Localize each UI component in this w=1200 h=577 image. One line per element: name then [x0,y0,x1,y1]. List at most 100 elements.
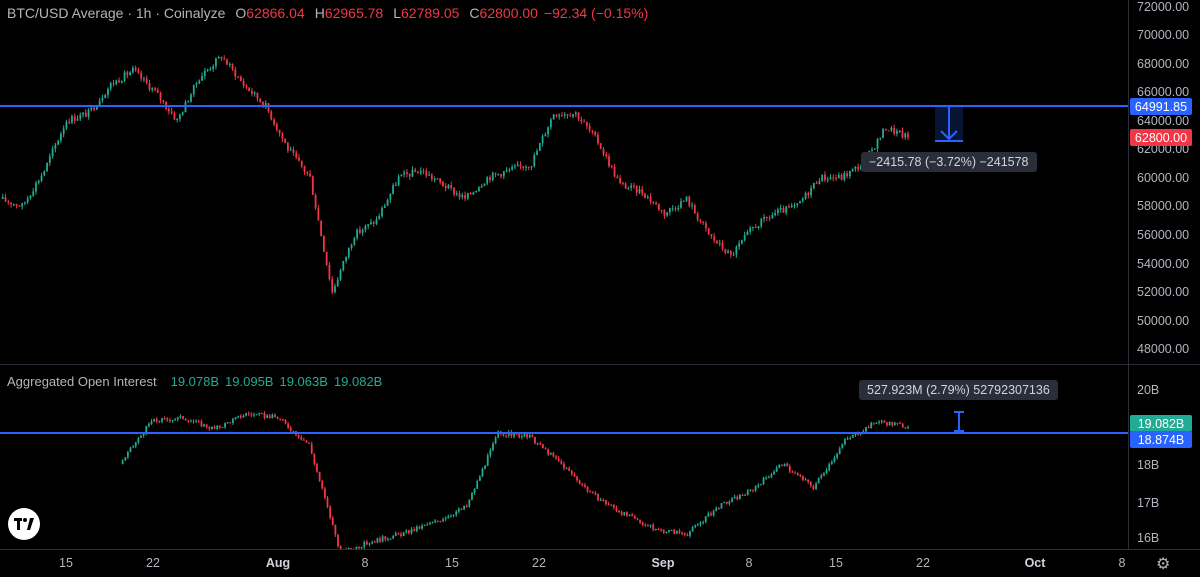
candle-body [167,108,170,112]
candle-body [187,101,190,103]
candle-body [492,443,494,451]
candle-body [767,477,770,479]
candle-body [364,225,367,231]
candle-body [557,458,560,462]
candle-body [768,217,771,219]
candle-body [652,524,655,530]
candle-body [765,477,768,479]
price-tick: 56000.00 [1137,228,1190,242]
candle-body [206,69,209,71]
candle-body [828,463,831,471]
candle-body [633,516,636,519]
candle-body [450,184,453,189]
candle-body [825,470,828,474]
candle-body [669,208,671,213]
candle-body [631,514,634,517]
candle-body [549,119,552,128]
candle-body [799,474,802,477]
candle-body [453,188,455,195]
candle-body [73,116,76,121]
candle-body [771,215,774,219]
candle-body [854,433,857,436]
candle-body [873,148,876,150]
symbol-title[interactable]: BTC/USD Average · 1h · Coinalyze [7,5,226,21]
candle-body [552,114,555,120]
candle-body [807,479,810,483]
candle-body [779,208,782,210]
candle-body [129,72,132,76]
candle-body [425,171,428,176]
chart-canvas[interactable] [0,0,1128,550]
candle-body [633,185,635,187]
gear-icon[interactable]: ⚙ [1156,556,1171,573]
candle-body [350,548,353,550]
candle-body [677,207,680,210]
candle-body [901,423,904,428]
pane-divider[interactable] [0,364,1200,365]
candle-body [752,489,754,491]
candle-body [223,58,226,60]
candle-body [738,494,741,500]
candle-body [502,433,505,436]
candle-body [162,100,165,102]
candle-body [583,121,586,123]
candle-body [793,205,796,207]
candle-body [599,499,602,501]
candle-body [466,193,469,199]
oi-measure-bar[interactable] [954,411,964,432]
candle-body [893,422,896,425]
candle-body [655,202,657,205]
candle-body [394,185,397,187]
candle-body [844,439,846,445]
candle-body [179,114,181,119]
candle-body [594,131,597,135]
candle-body [641,522,644,526]
candle-body [245,413,247,416]
candle-body [549,452,552,455]
candle-body [867,427,870,429]
candle-body [558,115,561,117]
candle-body [360,547,363,549]
candle-body [408,530,410,534]
candle-body [824,174,826,180]
candle-body [264,102,267,107]
candle-body [619,178,621,184]
candle-body [533,155,536,167]
candle-body [460,508,463,510]
oi-measure-label: 527.923M (2.79%) 52792307136 [859,380,1058,400]
tradingview-logo-icon[interactable] [8,508,40,540]
candle-body [735,247,738,255]
oi-level-line[interactable] [0,432,1128,434]
candle-body [436,178,439,180]
price-level-line[interactable] [0,105,1128,107]
candle-body [433,179,436,181]
candle-body [35,182,37,192]
candle-body [718,242,721,244]
candle-body [505,170,508,172]
candle-body [98,100,101,106]
candle-body [812,182,815,188]
candle-body [429,522,431,525]
candle-body [115,80,118,85]
candle-body [857,166,860,170]
candle-body [790,205,793,208]
candle-body [161,418,163,422]
oi-title[interactable]: Aggregated Open Interest [7,374,157,389]
candle-body [48,156,51,163]
candle-body [691,205,693,207]
price-measure-arrow[interactable] [935,107,963,142]
candle-body [220,56,223,59]
candle-body [405,530,408,533]
candle-body [696,213,699,220]
candle-body [879,137,882,139]
price-measure-label: −2415.78 (−3.72%) −241578 [861,152,1037,172]
candle-body [284,420,287,424]
time-tick: Aug [265,556,291,570]
candle-body [253,414,255,416]
candle-body [336,279,339,287]
candle-body [192,421,195,423]
candle-body [580,119,583,122]
candle-body [373,541,376,543]
candle-body [673,529,676,534]
candle-body [461,195,464,198]
